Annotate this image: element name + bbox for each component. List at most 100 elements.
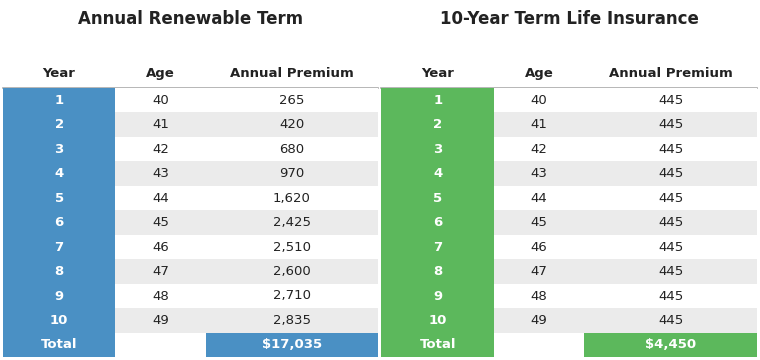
Text: 45: 45 [152,216,169,229]
Text: 10: 10 [429,314,447,327]
Bar [494,284,584,308]
Bar [494,161,584,186]
Bar [584,235,757,259]
Bar [205,235,378,259]
Bar [116,161,205,186]
Bar [584,137,757,161]
Bar [584,210,757,235]
Text: 46: 46 [530,240,547,253]
Text: Year: Year [421,67,454,80]
Text: 2,600: 2,600 [273,265,311,278]
Text: 7: 7 [433,240,442,253]
Text: 40: 40 [530,94,547,107]
Bar [116,112,205,137]
Bar [382,161,494,186]
Bar [116,186,205,210]
Bar [494,186,584,210]
Bar [382,235,494,259]
Bar [116,284,205,308]
Text: 1,620: 1,620 [273,192,311,204]
Text: 4: 4 [433,167,442,180]
Text: 445: 445 [658,167,683,180]
Text: 46: 46 [152,240,169,253]
Bar [3,112,116,137]
Text: 2,835: 2,835 [273,314,311,327]
Bar [205,333,378,357]
Bar [584,259,757,284]
Text: 10: 10 [50,314,68,327]
Bar [494,210,584,235]
Bar [494,137,584,161]
Text: Annual Premium: Annual Premium [609,67,733,80]
Bar [3,259,116,284]
Bar [382,186,494,210]
Text: Age: Age [524,67,553,80]
Text: 47: 47 [152,265,169,278]
Bar [205,308,378,333]
Bar [382,137,494,161]
Text: 6: 6 [433,216,442,229]
Text: 445: 445 [658,265,683,278]
Text: 445: 445 [658,289,683,302]
Text: 445: 445 [658,143,683,156]
Bar [382,112,494,137]
Text: 6: 6 [55,216,64,229]
Text: 3: 3 [433,143,442,156]
Bar [494,308,584,333]
Bar [3,284,116,308]
Bar [3,235,116,259]
Text: 445: 445 [658,216,683,229]
Bar [584,284,757,308]
Bar [3,161,116,186]
Text: 3: 3 [55,143,64,156]
Text: 9: 9 [433,289,442,302]
Bar [494,88,584,112]
Bar [116,333,205,357]
Bar [3,333,116,357]
Text: 9: 9 [55,289,64,302]
Text: 43: 43 [530,167,547,180]
Bar [494,259,584,284]
Text: 445: 445 [658,118,683,131]
Text: 42: 42 [530,143,547,156]
Bar [205,137,378,161]
Text: 445: 445 [658,94,683,107]
Text: 2,710: 2,710 [273,289,311,302]
Bar [584,88,757,112]
Text: 2: 2 [55,118,64,131]
Bar [584,161,757,186]
Bar [3,308,116,333]
Text: 5: 5 [433,192,442,204]
Text: 680: 680 [280,143,305,156]
Text: 2,510: 2,510 [273,240,311,253]
Text: 8: 8 [55,265,64,278]
Text: 41: 41 [530,118,547,131]
Bar [116,210,205,235]
Text: 47: 47 [530,265,547,278]
Bar [584,333,757,357]
Bar [382,284,494,308]
Text: 970: 970 [280,167,305,180]
Bar [382,308,494,333]
Text: 44: 44 [530,192,547,204]
Bar [205,186,378,210]
Bar [3,137,116,161]
Bar [116,235,205,259]
Text: 49: 49 [530,314,547,327]
Text: 45: 45 [530,216,547,229]
Bar [382,210,494,235]
Bar [494,235,584,259]
Text: 10-Year Term Life Insurance: 10-Year Term Life Insurance [440,10,698,28]
Text: Annual Renewable Term: Annual Renewable Term [78,10,303,28]
Bar [205,88,378,112]
Bar [382,333,494,357]
Bar [584,186,757,210]
Bar [494,333,584,357]
Text: 420: 420 [280,118,305,131]
Text: $17,035: $17,035 [262,338,322,351]
Text: Age: Age [146,67,175,80]
Text: 41: 41 [152,118,169,131]
Text: 1: 1 [433,94,442,107]
Text: 5: 5 [55,192,64,204]
Bar [116,308,205,333]
